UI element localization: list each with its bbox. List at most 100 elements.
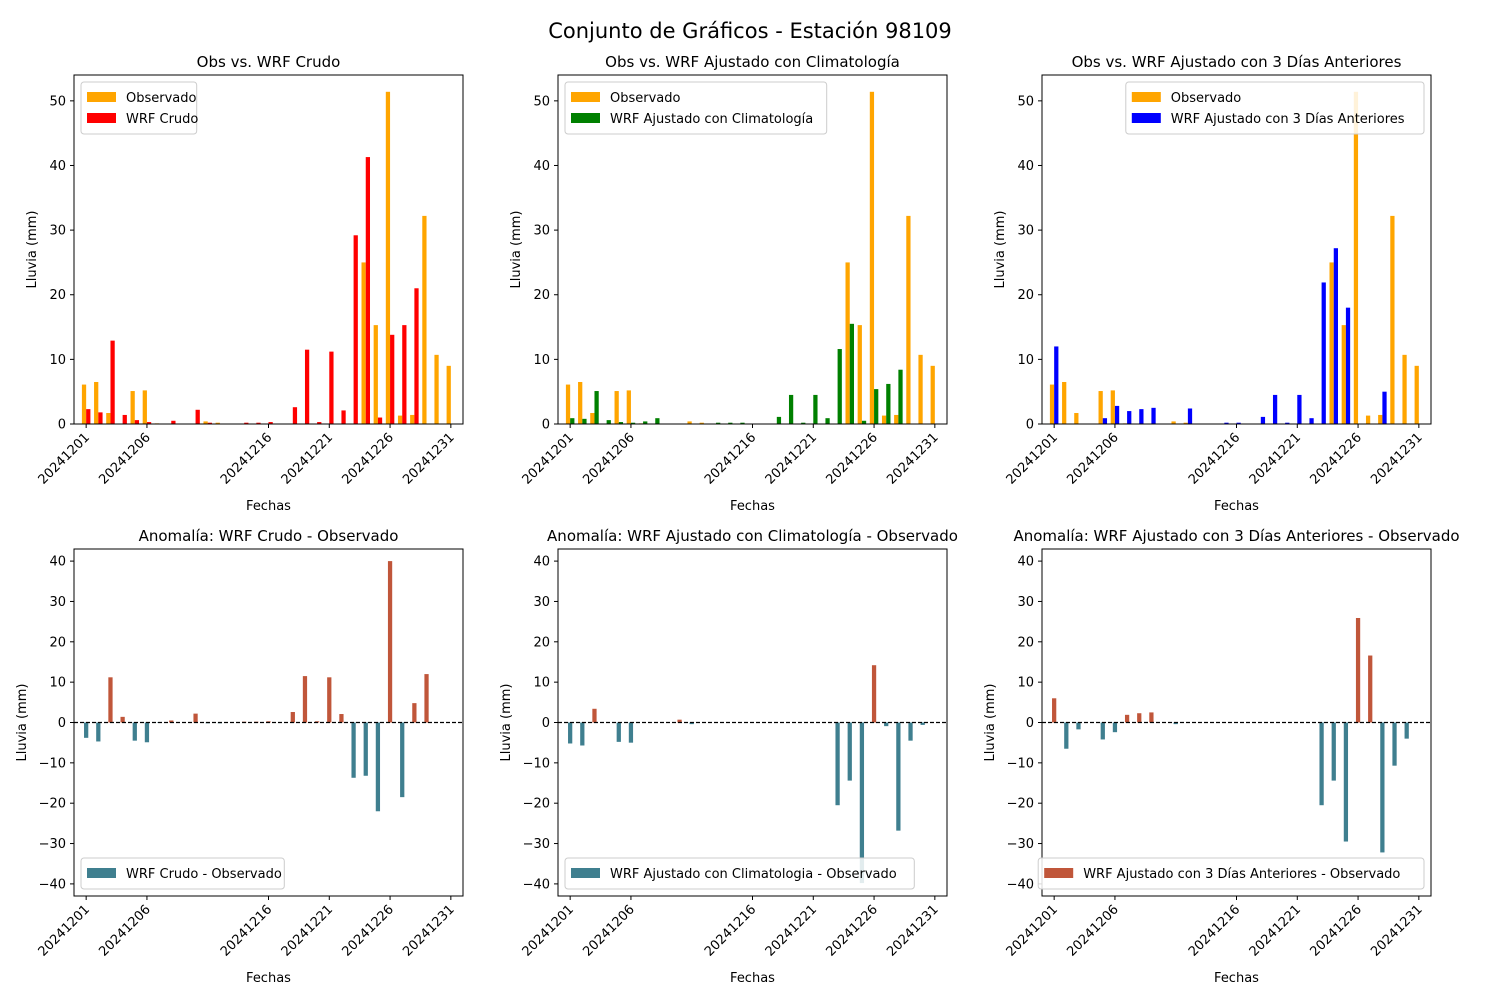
- bar: [861, 420, 867, 424]
- legend-swatch: [1131, 113, 1161, 123]
- y-tick-label: 0: [58, 418, 66, 433]
- y-tick-label: 20: [533, 288, 550, 303]
- y-tick-label: −40: [39, 877, 66, 892]
- x-axis-label: Fechas: [1214, 499, 1259, 514]
- bar: [906, 215, 911, 424]
- figure-title: Conjunto de Gráficos - Estación 98109: [548, 19, 952, 43]
- y-tick-label: −20: [1007, 797, 1034, 812]
- bar: [896, 722, 901, 831]
- bar: [1098, 391, 1103, 424]
- bar: [1110, 390, 1115, 424]
- bar: [677, 719, 682, 723]
- bar: [377, 417, 383, 424]
- bar: [1183, 422, 1188, 424]
- y-tick-label: 10: [1017, 353, 1034, 368]
- subplot-title: Obs vs. WRF Crudo: [197, 53, 341, 71]
- bar: [1272, 394, 1278, 424]
- bar: [1124, 714, 1130, 723]
- bar: [81, 384, 87, 424]
- bar: [1390, 215, 1395, 424]
- bar: [351, 722, 356, 778]
- y-tick-label: 20: [49, 635, 66, 650]
- bar: [1173, 722, 1178, 725]
- bar: [825, 418, 830, 424]
- bar: [606, 420, 611, 424]
- y-tick-label: 20: [49, 288, 66, 303]
- bar: [849, 323, 855, 424]
- bar: [193, 713, 198, 723]
- bar: [1365, 415, 1371, 424]
- bar: [1309, 418, 1314, 424]
- legend-label: WRF Crudo: [126, 112, 198, 127]
- bar: [643, 421, 648, 424]
- x-tick-label: 20241231: [884, 430, 941, 487]
- x-tick-label: 20241221: [279, 430, 336, 487]
- y-tick-label: 40: [533, 159, 550, 174]
- bar: [1076, 722, 1081, 730]
- bar: [776, 416, 782, 424]
- bar: [869, 91, 875, 424]
- bar: [363, 722, 368, 776]
- bar: [728, 422, 733, 424]
- bar: [1321, 282, 1326, 424]
- bar: [94, 381, 99, 424]
- bar: [568, 722, 573, 744]
- y-tick-label: 40: [49, 159, 66, 174]
- legend-swatch: [87, 113, 116, 123]
- x-tick-label: 20241216: [218, 430, 275, 487]
- legend-label: WRF Ajustado con 3 Días Anteriores - Obs…: [1083, 867, 1400, 882]
- bar: [397, 415, 403, 424]
- bar: [1355, 617, 1361, 723]
- bar: [1382, 391, 1387, 424]
- legend: Observado WRF Ajustado con 3 Días Anterio…: [1125, 81, 1425, 135]
- x-tick-label: 20241201: [1004, 902, 1061, 959]
- x-axis-label: Fechas: [730, 971, 775, 986]
- subplot-title: Anomalía: WRF Crudo - Observado: [139, 527, 399, 545]
- bar: [1064, 722, 1069, 749]
- bar: [414, 288, 419, 424]
- y-tick-label: 30: [1017, 224, 1034, 239]
- legend-box: [564, 857, 915, 890]
- x-tick-label: 20241206: [580, 430, 637, 487]
- bar: [930, 365, 935, 424]
- legend-swatch: [571, 868, 600, 878]
- y-tick-label: −10: [1007, 756, 1034, 771]
- bar: [244, 422, 249, 424]
- x-tick-label: 20241221: [763, 902, 820, 959]
- y-axis-label: Lluvia (mm): [509, 211, 524, 289]
- bar: [618, 422, 624, 424]
- x-tick-label: 20241201: [36, 430, 93, 487]
- y-tick-label: 20: [533, 635, 550, 650]
- bar: [1414, 365, 1419, 424]
- legend-swatch: [1131, 92, 1161, 102]
- x-tick-label: 20241231: [884, 902, 941, 959]
- bar: [120, 716, 125, 723]
- bar: [144, 722, 150, 743]
- legend-swatch: [87, 868, 116, 878]
- bar: [1353, 91, 1359, 424]
- x-tick-label: 20241216: [702, 430, 759, 487]
- legend-box: [1125, 81, 1425, 135]
- legend: WRF Crudo - Observado: [80, 857, 285, 890]
- x-tick-label: 20241221: [1247, 902, 1304, 959]
- y-tick-label: −30: [1007, 837, 1034, 852]
- bar: [1151, 407, 1156, 424]
- bar: [402, 325, 407, 424]
- bar: [1100, 722, 1105, 740]
- y-tick-label: −20: [39, 797, 66, 812]
- bar: [1260, 416, 1266, 424]
- bar: [920, 722, 925, 725]
- bar: [341, 410, 346, 424]
- bar: [1380, 722, 1385, 853]
- bar: [304, 349, 310, 424]
- bar: [1102, 418, 1108, 424]
- bar: [918, 354, 923, 424]
- x-tick-label: 20241201: [520, 902, 577, 959]
- bar: [98, 412, 103, 424]
- x-tick-label: 20241201: [520, 430, 577, 487]
- bar: [1378, 414, 1383, 424]
- bar: [845, 262, 850, 424]
- y-tick-label: 20: [1017, 635, 1034, 650]
